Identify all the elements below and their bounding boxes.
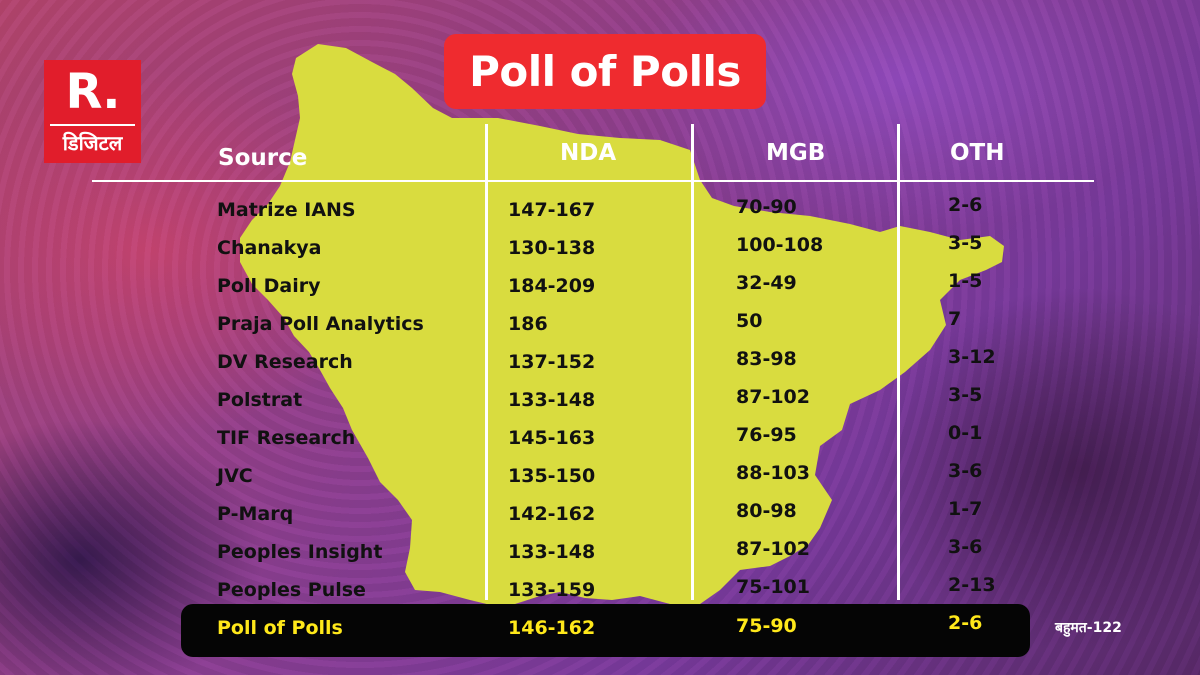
summary-mgb: 75-90 [736, 615, 797, 637]
table-cell-source: P-Marq [217, 503, 294, 525]
logo-subtitle: डिजिटल [50, 124, 135, 156]
table-cell-nda: 142-162 [508, 503, 596, 525]
table-cell-oth: 3-6 [948, 460, 983, 482]
table-cell-mgb: 87-102 [736, 386, 810, 408]
table-cell-oth: 7 [948, 308, 962, 330]
table-cell-nda: 133-148 [508, 389, 596, 411]
table-cell-source: Matrize IANS [217, 199, 356, 221]
table-cell-oth: 3-5 [948, 232, 983, 254]
table-cell-mgb: 87-102 [736, 538, 810, 560]
table-cell-source: Polstrat [217, 389, 303, 411]
column-divider [897, 124, 900, 600]
summary-row-highlight [181, 604, 1030, 657]
majority-note: बहुमत-122 [1055, 620, 1122, 636]
r-digital-logo: R. डिजिटल [44, 60, 141, 163]
table-cell-nda: 130-138 [508, 237, 596, 259]
table-cell-nda: 137-152 [508, 351, 596, 373]
table-cell-mgb: 100-108 [736, 234, 824, 256]
table-cell-oth: 2-6 [948, 194, 983, 216]
table-cell-source: Peoples Insight [217, 541, 383, 563]
table-cell-nda: 147-167 [508, 199, 596, 221]
table-cell-source: Chanakya [217, 237, 322, 259]
table-cell-oth: 0-1 [948, 422, 983, 444]
table-cell-mgb: 70-90 [736, 196, 797, 218]
table-cell-nda: 133-159 [508, 579, 596, 601]
table-cell-source: Praja Poll Analytics [217, 313, 424, 335]
table-cell-nda: 186 [508, 313, 548, 335]
table-cell-mgb: 32-49 [736, 272, 797, 294]
header-source: Source [218, 145, 308, 171]
table-cell-nda: 135-150 [508, 465, 596, 487]
table-cell-oth: 1-5 [948, 270, 983, 292]
table-cell-nda: 145-163 [508, 427, 596, 449]
header-oth: OTH [950, 140, 1005, 166]
table-cell-source: Peoples Pulse [217, 579, 366, 601]
column-divider [691, 124, 694, 600]
summary-nda: 146-162 [508, 617, 596, 639]
table-cell-mgb: 83-98 [736, 348, 797, 370]
header-nda: NDA [560, 140, 617, 166]
table-cell-mgb: 80-98 [736, 500, 797, 522]
table-cell-mgb: 76-95 [736, 424, 797, 446]
table-cell-oth: 1-7 [948, 498, 983, 520]
table-cell-mgb: 50 [736, 310, 763, 332]
summary-source: Poll of Polls [217, 617, 343, 639]
summary-oth: 2-6 [948, 612, 983, 634]
table-cell-nda: 184-209 [508, 275, 596, 297]
table-cell-oth: 3-6 [948, 536, 983, 558]
table-cell-source: JVC [217, 465, 253, 487]
table-cell-source: TIF Research [217, 427, 356, 449]
table-cell-mgb: 88-103 [736, 462, 810, 484]
page-title: Poll of Polls [444, 34, 766, 109]
table-cell-source: DV Research [217, 351, 353, 373]
column-divider [485, 124, 488, 600]
table-cell-oth: 2-13 [948, 574, 996, 596]
header-divider [92, 180, 1094, 182]
table-cell-mgb: 75-101 [736, 576, 810, 598]
header-mgb: MGB [766, 140, 826, 166]
logo-mark: R. [65, 64, 120, 120]
table-cell-source: Poll Dairy [217, 275, 321, 297]
table-cell-nda: 133-148 [508, 541, 596, 563]
table-cell-oth: 3-12 [948, 346, 996, 368]
table-cell-oth: 3-5 [948, 384, 983, 406]
